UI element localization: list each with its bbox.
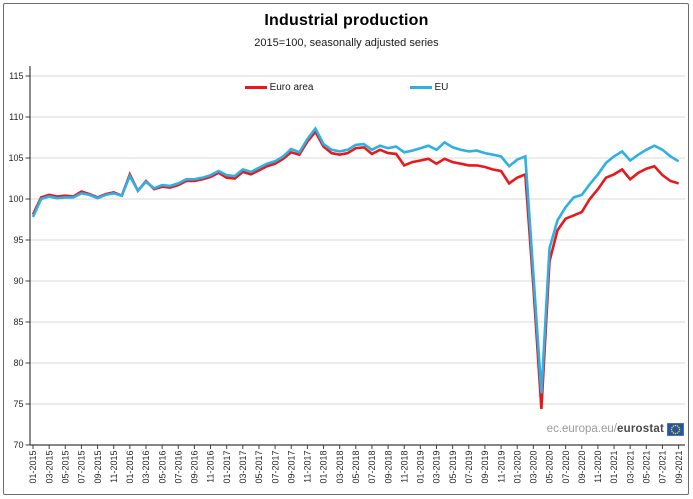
eu-line-swatch [409,86,432,89]
x-tick-label: 07-2021 [658,451,668,484]
x-tick-label: 01-2020 [512,451,522,484]
x-tick-label: 11-2018 [399,451,409,483]
x-tick-label: 03-2017 [238,451,248,484]
y-tick-label: 90 [13,276,23,286]
y-tick-label: 110 [9,112,23,122]
series-lines [31,126,680,409]
x-tick-label: 05-2017 [254,451,264,484]
x-tick-label: 09-2021 [674,451,684,484]
x-axis-labels: 01-2015 03-2015 05-2015 07-2015 09-2015 11-20… [28,451,684,484]
x-tick-label: 03-2019 [432,451,442,484]
figure-border [3,3,689,495]
x-tick-label: 05-2019 [448,451,458,484]
x-tick-label: 03-2016 [141,451,151,484]
x-tick-label: 05-2018 [351,451,361,484]
y-tick-label: 75 [13,399,23,409]
x-tick-label: 11-2015 [109,451,119,483]
legend-item-euro-area: Euro area [244,82,314,93]
x-tick-label: 01-2019 [416,451,426,484]
eu-flag-icon [667,422,684,436]
y-tick-label: 105 [8,153,23,163]
watermark-url: ec.europa.eu/ [546,423,618,435]
x-tick-label: 03-2020 [529,451,539,484]
x-tick-label: 11-2017 [303,451,313,483]
x-tick-label: 09-2020 [577,451,587,484]
x-tick-label: 05-2015 [60,451,70,484]
x-tick-label: 01-2015 [28,451,38,484]
x-tick-label: 07-2018 [367,451,377,484]
chart-subtitle: 2015=100, seasonally adjusted series [254,37,439,49]
y-tick-label: 70 [13,440,23,450]
legend-item-eu: EU [409,82,449,93]
x-tick-label: 07-2017 [270,451,280,484]
x-tick-label: 01-2017 [222,451,232,484]
y-axis-labels: 70 75 80 85 90 95 100 105 110 115 [8,71,23,450]
y-tick-label: 85 [13,317,23,327]
x-tick-label: 03-2021 [625,451,635,484]
x-tick-label: 01-2018 [319,451,329,484]
x-tick-label: 03-2018 [335,451,345,484]
euro-area-line-swatch [244,86,267,89]
y-tick-label: 115 [9,71,23,81]
x-tick-label: 11-2016 [206,451,216,483]
x-tick-label: 09-2015 [93,451,103,484]
gridlines [30,75,685,446]
x-tick-label: 07-2016 [173,451,183,484]
y-tick-label: 95 [13,235,23,245]
x-tick-label: 09-2017 [286,451,296,484]
x-tick-label: 09-2018 [383,451,393,484]
x-tick-label: 05-2016 [157,451,167,484]
legend-label-eu: EU [434,82,449,93]
x-tick-label: 03-2015 [44,451,54,484]
x-tick-label: 09-2016 [190,451,200,484]
axes [25,66,685,449]
x-tick-label: 05-2020 [545,451,555,484]
x-tick-label: 01-2016 [125,451,135,484]
series-line-euro-area [31,129,679,409]
x-tick-label: 09-2019 [480,451,490,484]
x-tick-label: 07-2020 [561,451,571,484]
y-tick-label: 100 [8,194,23,204]
chart-title: Industrial production [264,12,429,29]
watermark-brand: eurostat [617,423,664,435]
y-tick-label: 80 [13,358,23,368]
x-tick-label: 07-2019 [464,451,474,484]
legend-label-euro-area: Euro area [269,82,314,93]
legend: Euro area EU [0,82,693,93]
watermark: ec.europa.eu/eurostat [547,421,684,437]
x-tick-label: 11-2020 [593,451,603,483]
x-tick-label: 01-2021 [609,451,619,484]
x-tick-label: 11-2019 [496,451,506,483]
series-line-eu [31,126,680,394]
x-tick-label: 05-2021 [642,451,652,484]
x-tick-label: 07-2015 [77,451,87,484]
